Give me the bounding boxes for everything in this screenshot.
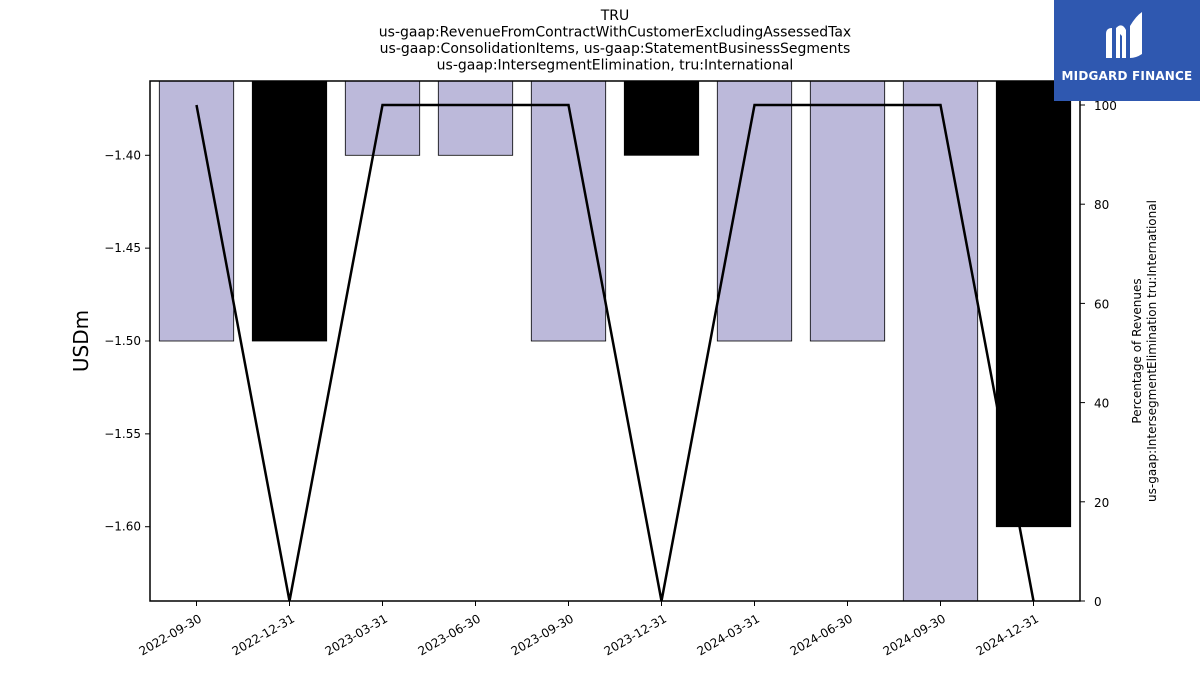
y-tick-label: −1.50 bbox=[104, 334, 141, 348]
bar bbox=[530, 80, 607, 342]
brand-logo: MIDGARD FINANCE bbox=[1054, 0, 1200, 101]
y-tick-label: −1.40 bbox=[104, 148, 141, 162]
left-y-axis: −1.60 −1.55 −1.50 −1.45 −1.40 USDm bbox=[69, 148, 150, 534]
title-line: us-gaap:ConsolidationItems, us-gaap:Stat… bbox=[380, 41, 851, 57]
right-y-axis: 0 20 40 60 80 100 Percentage of Revenues us-gaa… bbox=[1080, 99, 1159, 609]
title-line: us-gaap:IntersegmentElimination, tru:Int… bbox=[437, 58, 794, 74]
y-tick-label: −1.55 bbox=[104, 427, 141, 441]
bar-series bbox=[158, 80, 1072, 602]
right-y-tick-label: 80 bbox=[1094, 198, 1109, 212]
y-tick-label: −1.60 bbox=[104, 520, 141, 534]
x-tick-label: 2023-12-31 bbox=[602, 611, 669, 658]
right-y-axis-label: us-gaap:IntersegmentElimination tru:Inte… bbox=[1145, 200, 1159, 502]
x-tick-label: 2024-12-31 bbox=[974, 611, 1041, 658]
y-axis-label: USDm bbox=[69, 310, 93, 372]
chart-title: TRUus-gaap:RevenueFromContractWithCustom… bbox=[379, 8, 851, 74]
bar bbox=[623, 80, 700, 156]
bar bbox=[716, 80, 793, 342]
x-axis: 2022-09-30 2022-12-31 2023-03-31 2023-06-30… bbox=[137, 601, 1041, 658]
logo-text: MIDGARD FINANCE bbox=[1061, 69, 1193, 83]
x-tick-label: 2024-03-31 bbox=[695, 611, 762, 658]
bar bbox=[251, 80, 328, 342]
right-y-tick-label: 60 bbox=[1094, 297, 1109, 311]
title-line: us-gaap:RevenueFromContractWithCustomerE… bbox=[379, 25, 851, 41]
x-tick-label: 2023-09-30 bbox=[509, 611, 576, 658]
percentage-line-series bbox=[195, 103, 1035, 602]
right-y-tick-label: 100 bbox=[1094, 99, 1117, 113]
bar bbox=[437, 80, 514, 156]
bar bbox=[158, 80, 235, 342]
x-tick-label: 2022-12-31 bbox=[230, 611, 297, 658]
x-tick-label: 2022-09-30 bbox=[137, 611, 204, 658]
bar bbox=[809, 80, 886, 342]
x-tick-label: 2023-03-31 bbox=[323, 611, 390, 658]
x-tick-label: 2023-06-30 bbox=[416, 611, 483, 658]
percentage-line bbox=[195, 103, 1035, 602]
right-y-tick-label: 20 bbox=[1094, 496, 1109, 510]
x-tick-label: 2024-06-30 bbox=[788, 611, 855, 658]
right-y-tick-label: 40 bbox=[1094, 397, 1109, 411]
bar bbox=[344, 80, 421, 156]
right-y-axis-label: Percentage of Revenues bbox=[1130, 278, 1144, 423]
midgard-logo-icon bbox=[1106, 12, 1142, 58]
y-tick-label: −1.45 bbox=[104, 241, 141, 255]
right-y-tick-label: 0 bbox=[1094, 595, 1102, 609]
title-line: TRU bbox=[600, 8, 630, 24]
bar bbox=[902, 80, 979, 602]
x-tick-label: 2024-09-30 bbox=[881, 611, 948, 658]
bar bbox=[995, 80, 1072, 528]
